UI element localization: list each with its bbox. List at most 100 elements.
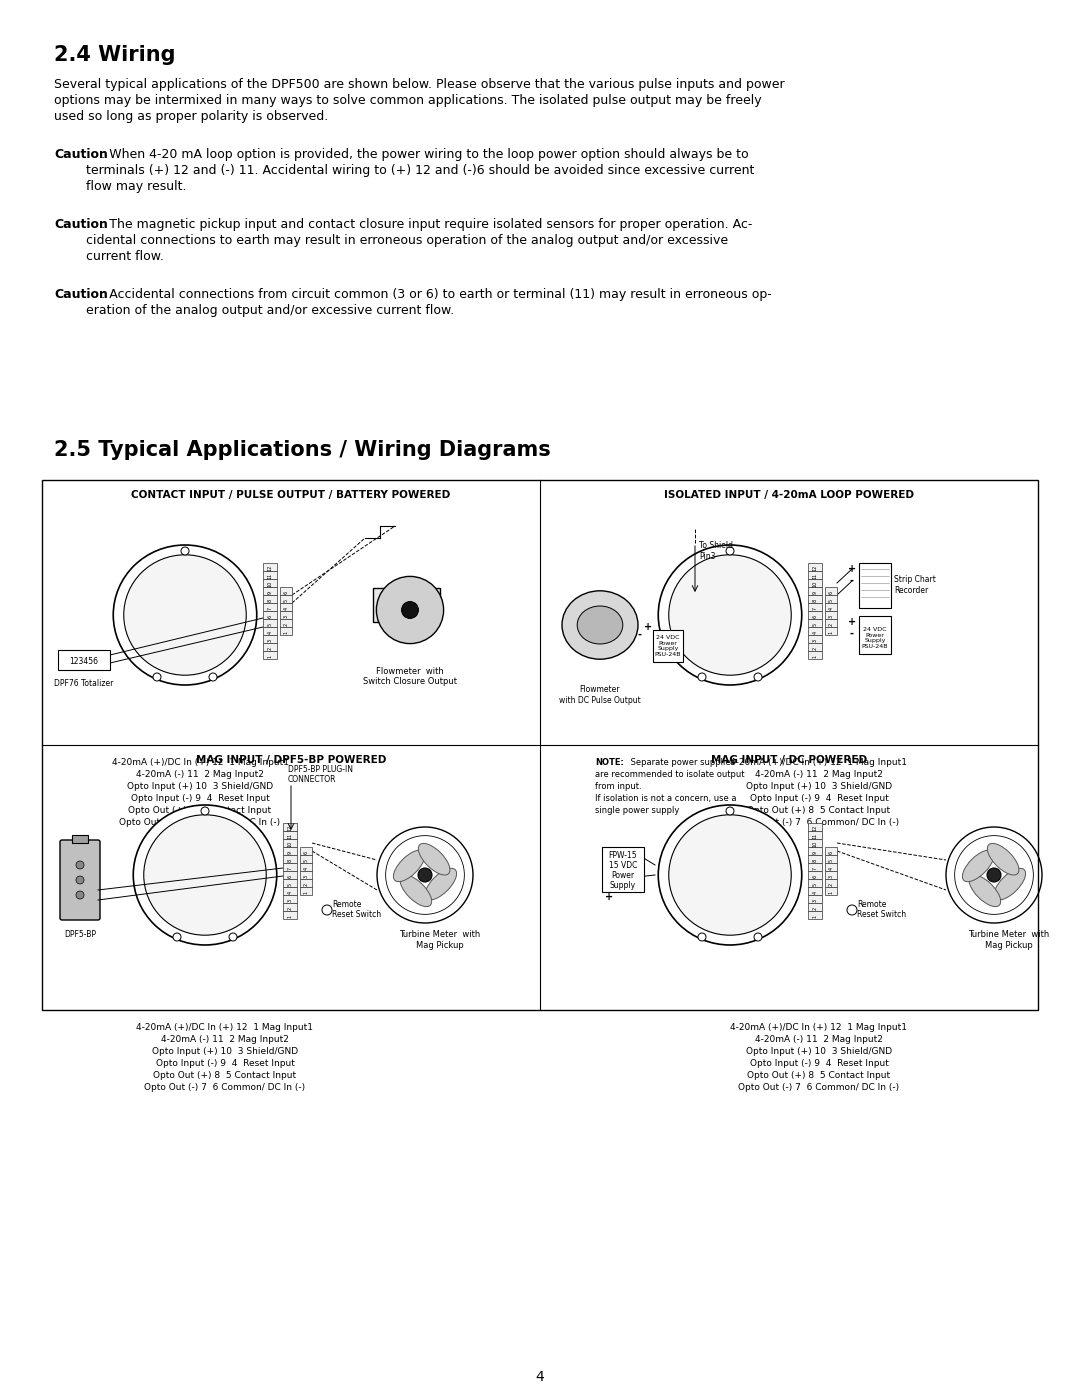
Text: 9: 9 <box>268 591 272 594</box>
Text: 6: 6 <box>812 615 818 617</box>
Text: 3: 3 <box>828 615 834 617</box>
Text: 7: 7 <box>812 866 818 869</box>
Text: : The magnetic pickup input and contact closure input require isolated sensors f: : The magnetic pickup input and contact … <box>102 218 753 231</box>
Bar <box>264 604 276 610</box>
Bar <box>280 587 292 595</box>
Bar <box>280 627 292 636</box>
Text: Opto Input (+) 10  3 Shield/GND: Opto Input (+) 10 3 Shield/GND <box>152 1046 298 1056</box>
Bar <box>264 578 276 587</box>
Ellipse shape <box>994 869 1026 900</box>
Bar <box>280 595 292 604</box>
Text: 11: 11 <box>812 573 818 580</box>
Circle shape <box>173 933 181 942</box>
Bar <box>808 571 822 578</box>
Ellipse shape <box>969 875 1001 907</box>
Bar <box>808 578 822 587</box>
Circle shape <box>987 868 1001 882</box>
Bar <box>264 587 276 595</box>
Text: 5: 5 <box>812 623 818 626</box>
Text: 5: 5 <box>287 883 293 886</box>
Circle shape <box>726 807 734 814</box>
Bar <box>283 831 297 840</box>
Text: Opto Input (+) 10  3 Shield/GND: Opto Input (+) 10 3 Shield/GND <box>746 1046 892 1056</box>
Text: 1: 1 <box>812 654 818 658</box>
Text: 6: 6 <box>303 851 309 854</box>
Text: Opto Input (-) 9  4  Reset Input: Opto Input (-) 9 4 Reset Input <box>750 1059 889 1067</box>
Text: 4: 4 <box>303 866 309 869</box>
Bar <box>300 870 312 879</box>
Ellipse shape <box>658 545 801 685</box>
Ellipse shape <box>962 851 994 882</box>
Bar <box>808 619 822 627</box>
Text: 4: 4 <box>828 606 834 609</box>
Bar <box>825 863 837 870</box>
Bar <box>808 651 822 659</box>
Ellipse shape <box>658 805 801 944</box>
Bar <box>825 595 837 604</box>
Text: DPF76 Totalizer: DPF76 Totalizer <box>54 679 113 687</box>
Bar <box>300 847 312 855</box>
Bar <box>859 616 891 654</box>
Circle shape <box>698 933 706 942</box>
FancyBboxPatch shape <box>60 840 100 921</box>
Bar <box>283 847 297 855</box>
Text: Opto Input (+) 10  3 Shield/GND: Opto Input (+) 10 3 Shield/GND <box>746 782 892 791</box>
Circle shape <box>322 905 332 915</box>
Bar <box>808 604 822 610</box>
Bar <box>808 587 822 595</box>
Bar <box>283 911 297 919</box>
Text: 9: 9 <box>287 851 293 854</box>
Text: 2: 2 <box>283 623 288 626</box>
Text: 5: 5 <box>303 858 309 862</box>
Text: NOTE:: NOTE: <box>595 759 624 767</box>
Text: 6: 6 <box>828 851 834 854</box>
Text: Turbine Meter  with
Mag Pickup: Turbine Meter with Mag Pickup <box>400 930 481 950</box>
Bar <box>808 911 822 919</box>
Text: Opto Input (-) 9  4  Reset Input: Opto Input (-) 9 4 Reset Input <box>750 793 889 803</box>
Bar <box>825 887 837 895</box>
Text: Opto Out (-) 7  6 Common/ DC In (-): Opto Out (-) 7 6 Common/ DC In (-) <box>739 819 900 827</box>
Text: 3: 3 <box>828 875 834 877</box>
Bar <box>283 887 297 895</box>
Text: Switch Closure Output: Switch Closure Output <box>363 678 457 686</box>
Text: 6: 6 <box>283 591 288 594</box>
Text: Opto Out (+) 8  5 Contact Input: Opto Out (+) 8 5 Contact Input <box>747 1071 891 1080</box>
Text: ISOLATED INPUT / 4-20mA LOOP POWERED: ISOLATED INPUT / 4-20mA LOOP POWERED <box>664 490 914 500</box>
Circle shape <box>153 673 161 680</box>
Bar <box>300 863 312 870</box>
Ellipse shape <box>418 844 450 875</box>
Text: : Accidental connections from circuit common (3 or 6) to earth or terminal (11) : : Accidental connections from circuit co… <box>102 288 772 300</box>
Text: 3: 3 <box>283 615 288 617</box>
Text: 7: 7 <box>268 606 272 609</box>
Text: Opto Input (-) 9  4  Reset Input: Opto Input (-) 9 4 Reset Input <box>156 1059 295 1067</box>
Text: 5: 5 <box>828 858 834 862</box>
Text: Caution: Caution <box>54 288 108 300</box>
Text: 6: 6 <box>287 875 293 877</box>
Bar <box>264 595 276 604</box>
Bar <box>825 619 837 627</box>
Text: DPF5-BP PLUG-IN
CONNECTOR: DPF5-BP PLUG-IN CONNECTOR <box>288 766 353 784</box>
Circle shape <box>210 673 217 680</box>
Text: 4: 4 <box>283 606 288 609</box>
Bar <box>808 902 822 911</box>
Bar <box>280 610 292 619</box>
Text: 6: 6 <box>828 591 834 594</box>
Text: Opto Out (-) 7  6 Common/ DC In (-): Opto Out (-) 7 6 Common/ DC In (-) <box>120 819 281 827</box>
Text: 6: 6 <box>268 615 272 617</box>
Bar <box>300 855 312 863</box>
Circle shape <box>402 602 418 619</box>
Text: MAG INPUT / DPF5-BP POWERED: MAG INPUT / DPF5-BP POWERED <box>195 754 387 766</box>
Bar <box>283 879 297 887</box>
Text: Turbine Meter  with
Mag Pickup: Turbine Meter with Mag Pickup <box>969 930 1050 950</box>
Text: Caution: Caution <box>54 148 108 161</box>
Text: 11: 11 <box>812 833 818 840</box>
Bar <box>859 563 891 608</box>
Text: Strip Chart
Recorder: Strip Chart Recorder <box>894 576 936 595</box>
Text: 1: 1 <box>283 630 288 634</box>
Text: 4-20mA (-) 11  2 Mag Input2: 4-20mA (-) 11 2 Mag Input2 <box>136 770 264 780</box>
Text: 11: 11 <box>287 833 293 840</box>
Text: CONTACT INPUT / PULSE OUTPUT / BATTERY POWERED: CONTACT INPUT / PULSE OUTPUT / BATTERY P… <box>132 490 450 500</box>
Bar <box>300 879 312 887</box>
Text: 12: 12 <box>287 824 293 831</box>
Text: are recommended to isolate output: are recommended to isolate output <box>595 770 744 780</box>
